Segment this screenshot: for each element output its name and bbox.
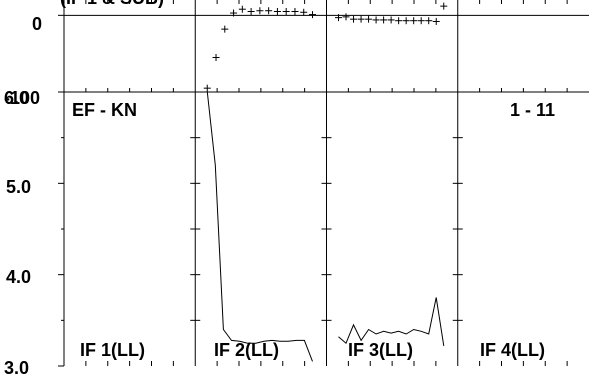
panel-label-4: IF 4(LL) xyxy=(480,340,545,360)
scatter-point xyxy=(291,8,299,15)
scatter-point xyxy=(350,15,358,23)
lower-ytick-label: 5.0 xyxy=(6,177,31,197)
scatter-point xyxy=(221,25,229,33)
scatter-point xyxy=(212,54,220,61)
scatter-point xyxy=(357,15,365,23)
scatter-point xyxy=(282,8,290,15)
scatter-point xyxy=(372,16,380,24)
lower-ytick-label: 3.0 xyxy=(4,358,29,377)
lower-ytick-label: 6.0 xyxy=(4,88,29,108)
scatter-point xyxy=(402,17,410,25)
scatter-point xyxy=(238,5,246,13)
scatter-point xyxy=(230,9,238,17)
scatter-point xyxy=(309,11,316,19)
lower-ytick-label: 4.0 xyxy=(6,267,31,287)
scatter-point xyxy=(410,17,418,25)
left-label: EF - KN xyxy=(72,100,137,120)
scatter-point xyxy=(265,7,273,15)
top-label: (IF 1 & SUB) xyxy=(60,0,164,8)
panel-label-1: IF 1(LL) xyxy=(80,340,145,360)
scatter-point xyxy=(342,13,350,21)
upper-ytick-label: -100 xyxy=(4,88,40,108)
scatter-point xyxy=(256,7,264,15)
series-line-panel-3 xyxy=(338,297,445,346)
scatter-point xyxy=(203,84,211,92)
scatter-point xyxy=(395,17,403,25)
scatter-point xyxy=(335,14,342,22)
scatter-point xyxy=(247,8,255,15)
panel-label-2: IF 2(LL) xyxy=(214,340,279,360)
chart-labels: (IF 1 & SUB) EF - KN 1 - 11 0 -100 6.0 5… xyxy=(4,0,555,377)
upper-ytick-label: 0 xyxy=(32,14,42,34)
chart-frame xyxy=(58,0,589,367)
scatter-point xyxy=(425,17,433,25)
scatter-point xyxy=(365,15,373,23)
scatter-point xyxy=(387,16,395,24)
series-line-panel-2 xyxy=(206,91,313,362)
scatter-point xyxy=(380,16,388,24)
scatter-point xyxy=(440,2,448,10)
scatter-point xyxy=(432,17,440,25)
scatter-point xyxy=(417,17,425,25)
scatter-point xyxy=(273,8,281,15)
scatter-point xyxy=(300,8,308,16)
right-label: 1 - 11 xyxy=(510,100,555,120)
panel-label-3: IF 3(LL) xyxy=(348,340,413,360)
chart-marks xyxy=(203,2,448,362)
